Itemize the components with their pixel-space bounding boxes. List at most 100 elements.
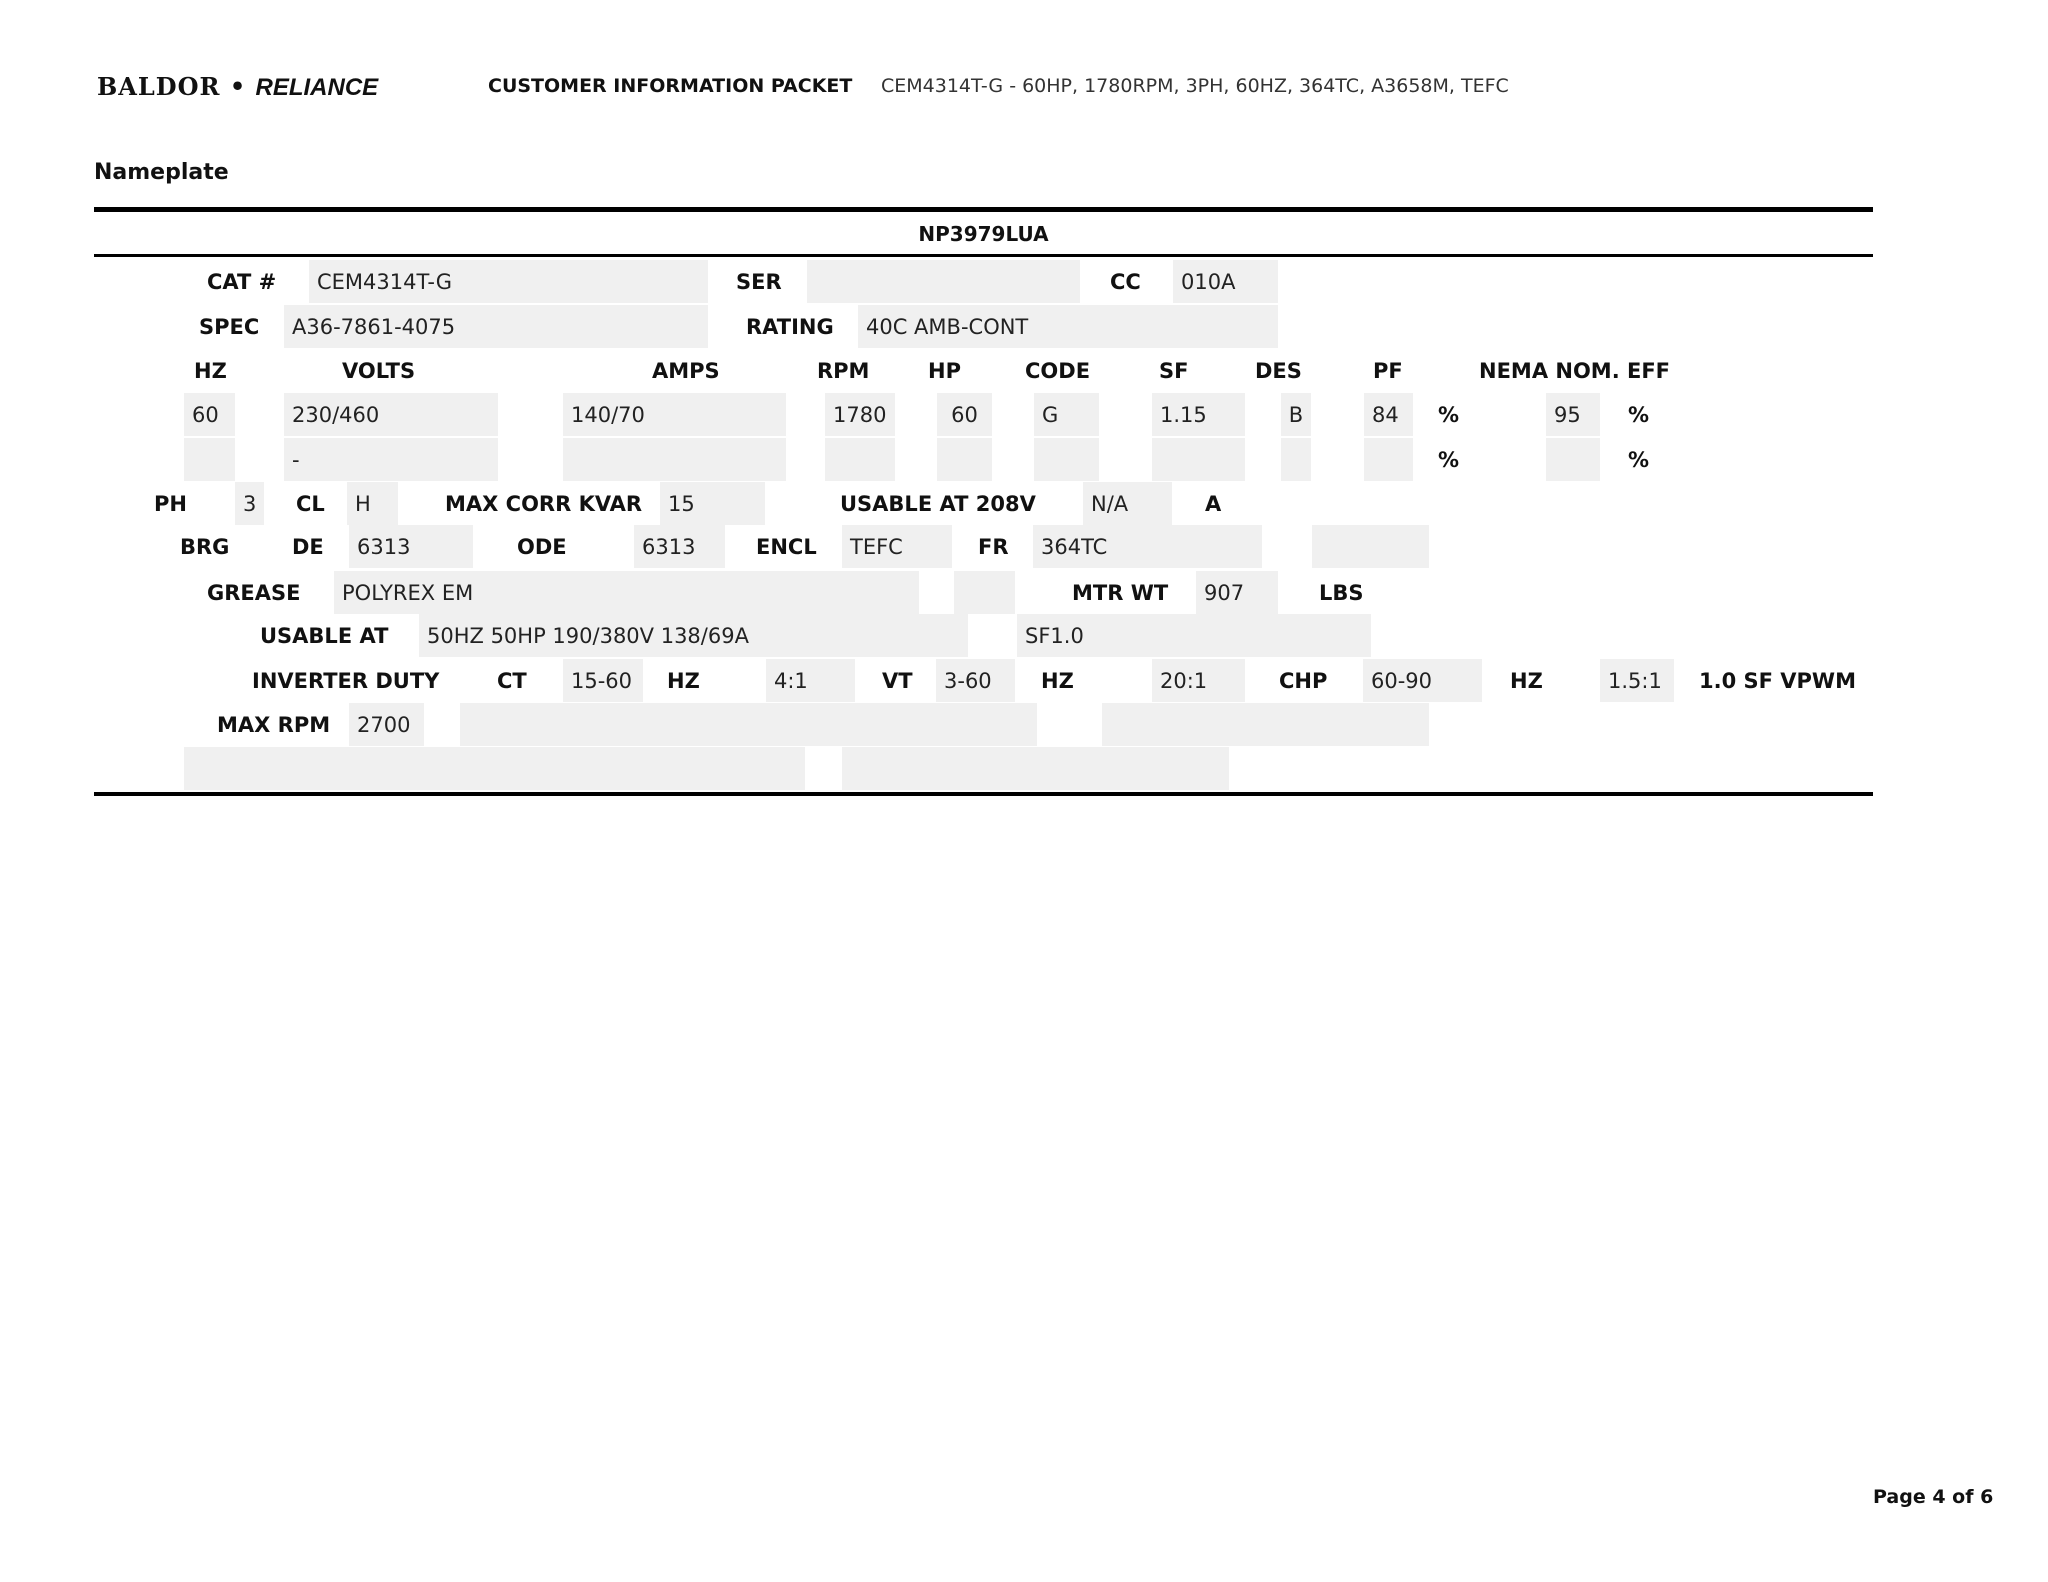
max-rpm-label: MAX RPM bbox=[217, 713, 331, 737]
row1-hz-value: 60 bbox=[184, 393, 235, 436]
usable-208v-value: N/A bbox=[1083, 482, 1172, 525]
eff-percent: % bbox=[1628, 403, 1650, 427]
page-number: Page 4 of 6 bbox=[1873, 1486, 1994, 1508]
row2-sf-value bbox=[1152, 438, 1245, 481]
empty-field bbox=[954, 571, 1015, 614]
usable-208v-unit: A bbox=[1205, 492, 1222, 516]
ct-label: CT bbox=[497, 669, 527, 693]
ct-value: 15-60 bbox=[563, 659, 643, 702]
vt-label: VT bbox=[882, 669, 913, 693]
encl-value: TEFC bbox=[842, 525, 952, 568]
row2-pf-value bbox=[1364, 438, 1413, 481]
brg-label: BRG bbox=[180, 535, 230, 559]
empty-field bbox=[1312, 525, 1429, 568]
nameplate-id: NP3979LUA bbox=[918, 222, 1049, 246]
ode-label: ODE bbox=[517, 535, 567, 559]
eff-percent: % bbox=[1628, 448, 1650, 472]
ode-value: 6313 bbox=[634, 525, 725, 568]
header-rule bbox=[94, 254, 1873, 257]
packet-title: CUSTOMER INFORMATION PACKET bbox=[488, 75, 853, 97]
ser-label: SER bbox=[736, 270, 782, 294]
ct-hz-label: HZ bbox=[667, 669, 700, 693]
inverter-duty-label: INVERTER DUTY bbox=[252, 669, 440, 693]
fr-value: 364TC bbox=[1033, 525, 1262, 568]
row1-des-value: B bbox=[1281, 393, 1311, 436]
ph-label: PH bbox=[154, 492, 187, 516]
row2-eff-value bbox=[1546, 438, 1600, 481]
usable-at-sf: SF1.0 bbox=[1017, 614, 1371, 657]
usable-208v-label: USABLE AT 208V bbox=[840, 492, 1036, 516]
row2-hp-value bbox=[937, 438, 992, 481]
empty-field bbox=[1102, 703, 1429, 746]
vt-value: 3-60 bbox=[936, 659, 1015, 702]
ph-value: 3 bbox=[235, 482, 264, 525]
spec-value: A36-7861-4075 bbox=[284, 305, 708, 348]
usable-at-label: USABLE AT bbox=[260, 624, 389, 648]
row2-des-value bbox=[1281, 438, 1311, 481]
logo-text-reliance: RELIANCE bbox=[255, 74, 379, 101]
ser-value bbox=[807, 260, 1080, 303]
hz-header: HZ bbox=[194, 359, 227, 383]
cc-value: 010A bbox=[1173, 260, 1278, 303]
kvar-label: MAX CORR KVAR bbox=[445, 492, 643, 516]
de-value: 6313 bbox=[349, 525, 473, 568]
sf-header: SF bbox=[1159, 359, 1189, 383]
row2-volts-value: - bbox=[284, 438, 498, 481]
cl-label: CL bbox=[296, 492, 325, 516]
grease-label: GREASE bbox=[207, 581, 301, 605]
row1-amps-value: 140/70 bbox=[563, 393, 786, 436]
bottom-rule bbox=[94, 792, 1873, 796]
rpm-header: RPM bbox=[817, 359, 870, 383]
logo-separator: • bbox=[229, 72, 247, 101]
baldor-reliance-logo: BALDOR • RELIANCE bbox=[97, 72, 378, 102]
pf-header: PF bbox=[1373, 359, 1403, 383]
rating-label: RATING bbox=[746, 315, 834, 339]
vpwm-label: 1.0 SF VPWM bbox=[1699, 669, 1856, 693]
row2-amps-value bbox=[563, 438, 786, 481]
ct-ratio: 4:1 bbox=[766, 659, 855, 702]
vt-ratio: 20:1 bbox=[1152, 659, 1245, 702]
row1-hp-value: 60 bbox=[937, 393, 992, 436]
encl-label: ENCL bbox=[756, 535, 817, 559]
chp-label: CHP bbox=[1279, 669, 1328, 693]
row1-pf-value: 84 bbox=[1364, 393, 1413, 436]
cat-label: CAT # bbox=[207, 270, 277, 294]
fr-label: FR bbox=[978, 535, 1009, 559]
row2-hz-value bbox=[184, 438, 235, 481]
empty-field bbox=[184, 747, 805, 790]
pf-percent: % bbox=[1438, 448, 1460, 472]
code-header: CODE bbox=[1025, 359, 1091, 383]
hp-header: HP bbox=[928, 359, 961, 383]
chp-value: 60-90 bbox=[1363, 659, 1482, 702]
vt-hz-label: HZ bbox=[1041, 669, 1074, 693]
empty-field bbox=[460, 703, 1037, 746]
row1-rpm-value: 1780 bbox=[825, 393, 895, 436]
amps-header: AMPS bbox=[652, 359, 720, 383]
row1-code-value: G bbox=[1034, 393, 1099, 436]
spec-label: SPEC bbox=[199, 315, 260, 339]
rating-value: 40C AMB-CONT bbox=[858, 305, 1278, 348]
volts-header: VOLTS bbox=[342, 359, 416, 383]
mtr-wt-label: MTR WT bbox=[1072, 581, 1169, 605]
chp-hz-label: HZ bbox=[1510, 669, 1543, 693]
eff-header: NEMA NOM. EFF bbox=[1479, 359, 1671, 383]
cat-value: CEM4314T-G bbox=[309, 260, 708, 303]
empty-field bbox=[842, 747, 1229, 790]
max-rpm-value: 2700 bbox=[349, 703, 424, 746]
grease-value: POLYREX EM bbox=[334, 571, 919, 614]
de-label: DE bbox=[292, 535, 324, 559]
usable-at-value: 50HZ 50HP 190/380V 138/69A bbox=[419, 614, 968, 657]
product-summary: CEM4314T-G - 60HP, 1780RPM, 3PH, 60HZ, 3… bbox=[881, 75, 1509, 97]
cl-value: H bbox=[347, 482, 398, 525]
mtr-wt-unit: LBS bbox=[1319, 581, 1364, 605]
row1-eff-value: 95 bbox=[1546, 393, 1600, 436]
logo-text-baldor: BALDOR bbox=[97, 72, 221, 101]
row1-sf-value: 1.15 bbox=[1152, 393, 1245, 436]
des-header: DES bbox=[1255, 359, 1302, 383]
row2-code-value bbox=[1034, 438, 1099, 481]
cc-label: CC bbox=[1110, 270, 1141, 294]
top-rule bbox=[94, 207, 1873, 212]
pf-percent: % bbox=[1438, 403, 1460, 427]
section-title: Nameplate bbox=[94, 160, 229, 185]
chp-ratio: 1.5:1 bbox=[1600, 659, 1674, 702]
